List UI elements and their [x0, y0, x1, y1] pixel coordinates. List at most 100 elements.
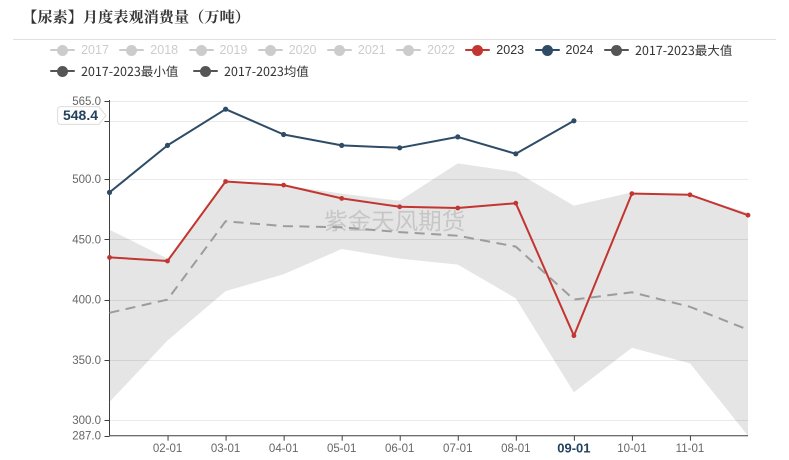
series-2024-point	[223, 106, 229, 112]
glyph	[134, 66, 141, 77]
glyph	[707, 44, 719, 57]
glyph	[419, 210, 440, 232]
x-axis-label: 11-01	[676, 443, 705, 455]
glyph	[239, 66, 245, 76]
glyph	[141, 65, 153, 77]
legend-label: 2017	[81, 43, 109, 58]
legend-label: 2022	[427, 43, 455, 58]
series-2024-point	[106, 189, 113, 195]
y-axis-label: 565.0	[72, 96, 101, 108]
glyph-group	[325, 209, 464, 232]
glyph-group	[31, 9, 241, 24]
legend-dot-icon	[403, 45, 415, 57]
marked-value-tag: 548.4	[57, 106, 107, 125]
cjk-text-svg	[81, 65, 178, 78]
glyph	[695, 45, 707, 57]
glyph	[656, 46, 662, 56]
glyph	[68, 9, 74, 24]
glyph	[224, 66, 231, 76]
legend-label	[81, 65, 178, 78]
legend-dot-icon	[610, 45, 622, 57]
x-axis-label: 05-01	[327, 443, 356, 455]
legend-dot-icon	[57, 66, 69, 77]
series-2023-point	[455, 205, 461, 211]
series-2024-point	[397, 145, 403, 151]
glyph	[159, 9, 174, 24]
glyph-group	[224, 65, 309, 78]
x-axis-label: 06-01	[385, 443, 414, 455]
glyph	[270, 66, 277, 76]
series-2023-point	[571, 333, 577, 339]
x-axis-label: 03-01	[211, 443, 240, 455]
series-2023-line	[109, 180, 749, 337]
glyph	[96, 66, 102, 76]
x-axis-label: 10-01	[617, 443, 646, 455]
glyph	[204, 9, 220, 24]
glyph	[681, 45, 687, 56]
series-2024-point	[571, 118, 577, 124]
glyph	[166, 65, 178, 77]
glyph	[235, 9, 241, 24]
glyph	[113, 9, 129, 24]
glyph	[296, 65, 309, 77]
glyph	[256, 66, 263, 76]
glyph	[31, 9, 37, 24]
glyph	[245, 66, 252, 76]
series-2023-point	[513, 200, 519, 206]
legend-dot-icon	[541, 45, 553, 57]
y-axis-label: 350.0	[72, 355, 101, 367]
series-2024-point	[455, 134, 461, 140]
y-axis-label: 400.0	[72, 295, 101, 307]
series-2023-point	[165, 258, 170, 264]
glyph-group	[81, 65, 178, 78]
glyph	[98, 9, 113, 24]
glyph	[198, 9, 204, 24]
x-axis-label: 07-01	[443, 443, 472, 455]
legend-dot-icon	[126, 45, 138, 57]
glyph	[52, 9, 68, 24]
y-axis-label: 287.0	[72, 431, 101, 443]
glyph	[442, 209, 464, 232]
glyph	[144, 9, 159, 24]
glyph	[635, 45, 641, 56]
series-2024-point	[513, 151, 519, 157]
series-2023-point	[281, 182, 286, 188]
glyph	[667, 45, 674, 56]
title-divider	[13, 39, 776, 40]
legend-label	[635, 44, 732, 57]
glyph	[252, 72, 256, 73]
glyph	[325, 209, 347, 232]
legend-label	[224, 65, 309, 78]
cjk-text-svg	[31, 9, 241, 24]
glyph	[127, 66, 134, 76]
minmax-band-area	[109, 163, 748, 436]
glyph	[220, 9, 235, 24]
legend-label: 2018	[150, 43, 179, 58]
glyph	[153, 65, 166, 78]
series-2023-point	[339, 196, 345, 201]
series-2024-point	[339, 142, 345, 148]
glyph	[284, 65, 296, 78]
cjk-text-svg	[635, 44, 732, 57]
legend-dot-icon	[333, 45, 345, 57]
marked-value-tag-shape	[57, 106, 107, 125]
legend-label: 2024	[565, 43, 594, 58]
legend-label: 2020	[288, 43, 317, 58]
series-mean-line	[109, 220, 749, 331]
glyph	[109, 72, 113, 73]
marked-value-label: 548.4	[63, 107, 98, 123]
series-2023-point	[687, 192, 693, 198]
x-axis-label-highlighted: 09-01	[557, 441, 590, 456]
glyph	[37, 9, 53, 24]
glyph	[372, 211, 394, 232]
chart-title	[22, 9, 250, 25]
series-2024-point	[281, 131, 287, 138]
series-2023-point	[397, 204, 403, 210]
x-axis-label: 02-01	[153, 443, 182, 455]
cjk-text-svg	[224, 65, 309, 78]
watermark	[325, 209, 464, 232]
glyph	[348, 209, 371, 231]
legend-label: 2019	[219, 43, 248, 58]
